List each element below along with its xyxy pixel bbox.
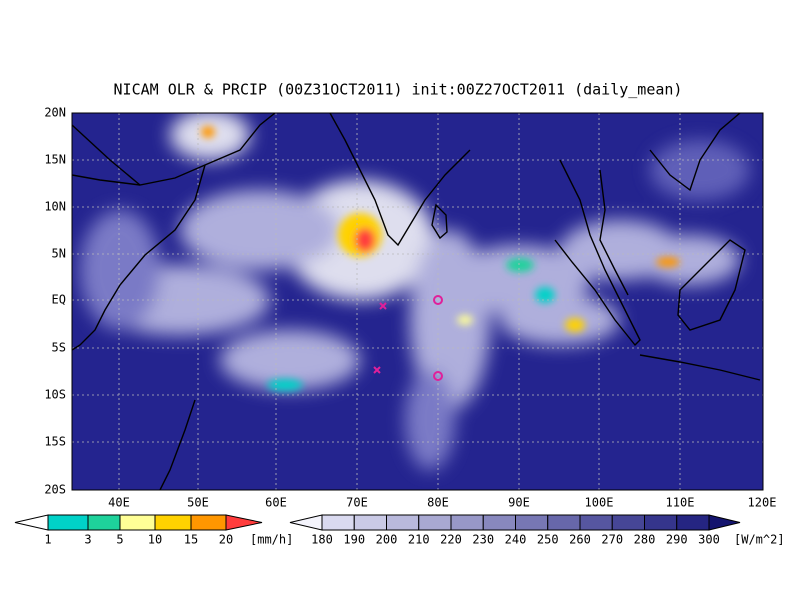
colorbar-label: 290 — [666, 533, 688, 547]
map — [72, 113, 763, 490]
colorbars: 1 3 5 10 15 20 [mm/h] 180 190 200 210 220 230 240 250 2… — [14, 514, 785, 547]
grid — [72, 113, 763, 490]
colorbar-label: 260 — [569, 533, 591, 547]
lat-label: 10S — [44, 388, 66, 402]
lon-label: 110E — [666, 496, 695, 510]
lat-label: 15N — [44, 153, 66, 167]
colorbar-box — [579, 514, 613, 531]
colorbar-label: 250 — [537, 533, 559, 547]
coastlines — [72, 113, 761, 490]
colorbar-label: 210 — [408, 533, 430, 547]
lon-label: 40E — [108, 496, 130, 510]
colorbar-box — [87, 514, 121, 531]
lon-label: 120E — [748, 496, 777, 510]
colorbar-label: 5 — [116, 533, 123, 547]
colorbar-box — [547, 514, 581, 531]
colorbar-unit: [mm/h] — [250, 533, 293, 547]
colorbar-label: 1 — [44, 533, 51, 547]
colorbar-box — [450, 514, 484, 531]
colorbar-label: 230 — [472, 533, 494, 547]
colorbar-label: 20 — [219, 533, 233, 547]
map-frame — [71, 112, 764, 491]
lat-label: 20N — [44, 106, 66, 120]
colorbar-box — [47, 514, 89, 531]
axis-labels: 20N 15N 10N 5N EQ 5S 10S 15S 20S 40E 50E 60E 70E 80E 9… — [44, 106, 776, 510]
colorbar-box — [190, 514, 227, 531]
colorbar-label: 200 — [376, 533, 398, 547]
colorbar-label: 10 — [148, 533, 162, 547]
lon-label: 90E — [508, 496, 530, 510]
lon-label: 80E — [427, 496, 449, 510]
lon-label: 70E — [346, 496, 368, 510]
colorbar-unit: [W/m^2] — [734, 533, 785, 547]
colorbar-box — [386, 514, 420, 531]
colorbar-box — [515, 514, 549, 531]
colorbar-box — [119, 514, 156, 531]
colorbar-box — [353, 514, 387, 531]
colorbar-box — [676, 514, 710, 531]
colorbar-arrow — [708, 514, 741, 531]
colorbar-box — [482, 514, 516, 531]
lat-label: 5S — [52, 341, 66, 355]
colorbar-box — [154, 514, 192, 531]
colorbar-label: 270 — [601, 533, 623, 547]
colorbar-label: 240 — [505, 533, 527, 547]
colorbar-box — [644, 514, 678, 531]
colorbar-label: 3 — [84, 533, 91, 547]
lon-label: 60E — [265, 496, 287, 510]
lat-label: 15S — [44, 435, 66, 449]
colorbar-box — [418, 514, 452, 531]
colorbar-label: 300 — [698, 533, 720, 547]
lat-label: 5N — [52, 247, 66, 261]
lat-label: 20S — [44, 483, 66, 497]
lon-label: 50E — [187, 496, 209, 510]
lon-label: 100E — [585, 496, 614, 510]
colorbar-arrow — [14, 514, 49, 531]
colorbar-arrow — [289, 514, 323, 531]
colorbar-box — [611, 514, 645, 531]
colorbar-label: 220 — [440, 533, 462, 547]
colorbar-label: 180 — [311, 533, 333, 547]
colorbar-label: 190 — [343, 533, 365, 547]
colorbar-label: 280 — [634, 533, 656, 547]
markers — [373, 295, 443, 381]
colorbar-box — [321, 514, 355, 531]
title: NICAM OLR & PRCIP (00Z31OCT2011) init:00… — [114, 81, 683, 99]
colorbar-arrow — [225, 514, 263, 531]
colorbar-label: 15 — [184, 533, 198, 547]
lat-label: EQ — [52, 293, 66, 307]
lat-label: 10N — [44, 200, 66, 214]
